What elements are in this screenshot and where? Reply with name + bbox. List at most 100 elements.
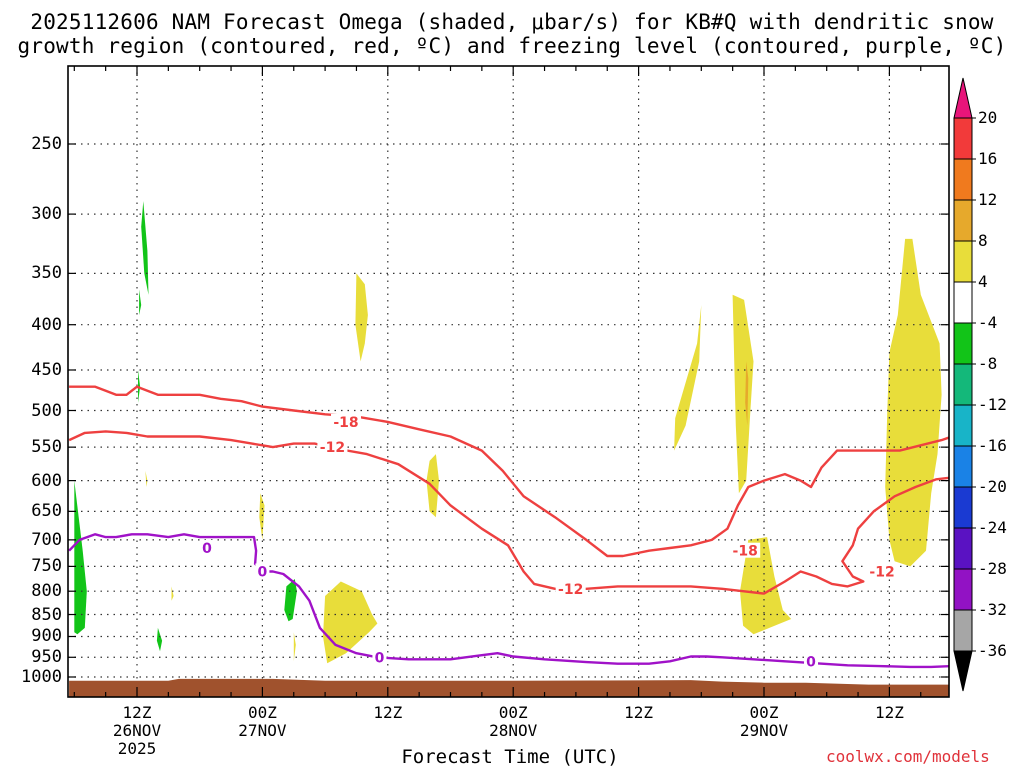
x-tick-label-line: 12Z xyxy=(122,703,152,722)
contour-label: 0 xyxy=(258,564,268,580)
ground-terrain xyxy=(69,678,949,697)
x-tick-label-line: 27NOV xyxy=(238,721,287,740)
colorbar-label: -24 xyxy=(978,518,1007,537)
colorbar-swatch xyxy=(953,199,973,242)
x-tick-label-line: 2025 xyxy=(117,739,157,758)
colorbar-label: 8 xyxy=(978,231,988,250)
omega-region xyxy=(323,581,378,664)
x-tick-label: 12Z xyxy=(844,704,934,722)
omega-region xyxy=(145,470,148,487)
omega-region xyxy=(259,493,265,540)
colorbar-swatch xyxy=(953,117,973,160)
chart-title-line-2: growth region (contoured, red, ºC) and f… xyxy=(17,34,1007,58)
contour-label-bg xyxy=(331,413,361,429)
contour-label: -18 xyxy=(333,415,358,431)
omega-region xyxy=(732,294,754,494)
colorbar-bottom-triangle xyxy=(953,650,973,692)
x-tick-label: 00Z 28NOV xyxy=(468,704,558,740)
omega-region xyxy=(293,632,296,662)
x-tick-label: 12Z xyxy=(594,704,684,722)
colorbar-label: -32 xyxy=(978,600,1007,619)
colorbar-swatch xyxy=(953,240,973,283)
colorbar-label: -4 xyxy=(978,313,998,332)
x-tick-label-line: 00Z xyxy=(498,703,528,722)
contour-label-bg xyxy=(200,540,215,556)
colorbar-top-triangle xyxy=(953,77,973,119)
x-tick-label: 00Z 27NOV xyxy=(217,704,307,740)
omega-region xyxy=(141,201,149,295)
colorbar-swatch xyxy=(953,363,973,406)
chart-title-line-1: 2025112606 NAM Forecast Omega (shaded, μ… xyxy=(30,10,994,34)
y-tick-label: 700 xyxy=(31,529,62,550)
contour-label-bg xyxy=(804,653,819,669)
x-tick-label-line: 26NOV xyxy=(112,721,162,740)
colorbar-label: -20 xyxy=(978,477,1007,496)
y-tick-label: 1000 xyxy=(21,667,62,687)
colorbar-label: -28 xyxy=(978,559,1007,578)
y-tick-label: 350 xyxy=(31,263,62,284)
colorbar-swatch xyxy=(953,486,973,529)
omega-region xyxy=(74,480,87,635)
colorbar-label: -12 xyxy=(978,395,1007,414)
colorbar-label: -36 xyxy=(978,641,1007,660)
contour-label: -12 xyxy=(320,440,345,456)
y-tick-label: 400 xyxy=(31,314,62,335)
contour-label: -18 xyxy=(733,544,758,560)
colorbar-swatch xyxy=(953,609,973,652)
x-tick-label-line: 28NOV xyxy=(489,721,538,740)
contour-label-bg xyxy=(255,563,270,579)
x-tick-label-line: 29NOV xyxy=(739,721,789,740)
colorbar-label: 12 xyxy=(978,190,998,209)
omega-region xyxy=(885,238,942,567)
omega-region xyxy=(284,579,297,622)
y-tick-label: 800 xyxy=(31,581,62,602)
x-tick-label: 12Z 26NOV 2025 xyxy=(92,704,182,758)
x-tick-label: 12Z xyxy=(343,704,433,722)
y-tick-label: 250 xyxy=(31,134,62,154)
x-tick-label: 00Z 29NOV xyxy=(719,704,809,740)
plot-area: -18 -12 0 -18 -12 -12 0 0 0 xyxy=(68,66,949,697)
colorbar-swatch xyxy=(953,404,973,447)
contour-label: 0 xyxy=(375,650,385,666)
omega-region xyxy=(156,627,163,652)
y-tick-label: 300 xyxy=(31,204,62,225)
colorbar-swatch xyxy=(953,281,973,324)
contour-label-bg xyxy=(867,563,898,579)
colorbar-swatch xyxy=(953,527,973,570)
y-tick-label: 850 xyxy=(31,604,62,625)
x-axis-title: Forecast Time (UTC) xyxy=(401,746,619,768)
contour-label-bg xyxy=(317,439,348,455)
colorbar-swatch xyxy=(953,445,973,488)
colorbar-label: -8 xyxy=(978,354,998,373)
colorbar-label: -16 xyxy=(978,436,1007,455)
y-tick-label: 650 xyxy=(31,501,62,522)
omega-region xyxy=(745,361,749,426)
contour-line-temp-12 xyxy=(68,430,949,595)
contour-line-freezing xyxy=(68,533,949,669)
contour-label-bg xyxy=(372,649,387,665)
contour-label: 0 xyxy=(806,654,816,670)
omega-region xyxy=(355,273,368,362)
x-tick-label-line: 00Z xyxy=(749,703,779,722)
colorbar-swatch xyxy=(953,322,973,365)
contour-line-temp-18 xyxy=(69,385,949,558)
contour-label: 0 xyxy=(202,541,212,557)
x-tick-label-line: 12Z xyxy=(874,703,904,722)
contour-label-bg xyxy=(730,542,761,558)
contour-label: -12 xyxy=(558,582,583,598)
x-tick-label-line: 00Z xyxy=(247,703,277,722)
x-tick-label-line: 12Z xyxy=(373,703,403,722)
x-tick-label-line: 12Z xyxy=(624,703,654,722)
colorbar-swatch xyxy=(953,568,973,611)
plot-frame xyxy=(67,65,950,698)
contour-label-bg xyxy=(555,580,586,596)
contour-label: -12 xyxy=(869,564,894,580)
colorbar-label: 20 xyxy=(978,108,998,127)
credit-link[interactable]: coolwx.com/models xyxy=(826,747,990,766)
colorbar-label: 4 xyxy=(978,272,988,291)
y-tick-label: 550 xyxy=(31,437,62,458)
omega-region xyxy=(740,537,792,635)
y-tick-label: 950 xyxy=(31,647,62,668)
y-tick-label: 900 xyxy=(31,626,62,647)
